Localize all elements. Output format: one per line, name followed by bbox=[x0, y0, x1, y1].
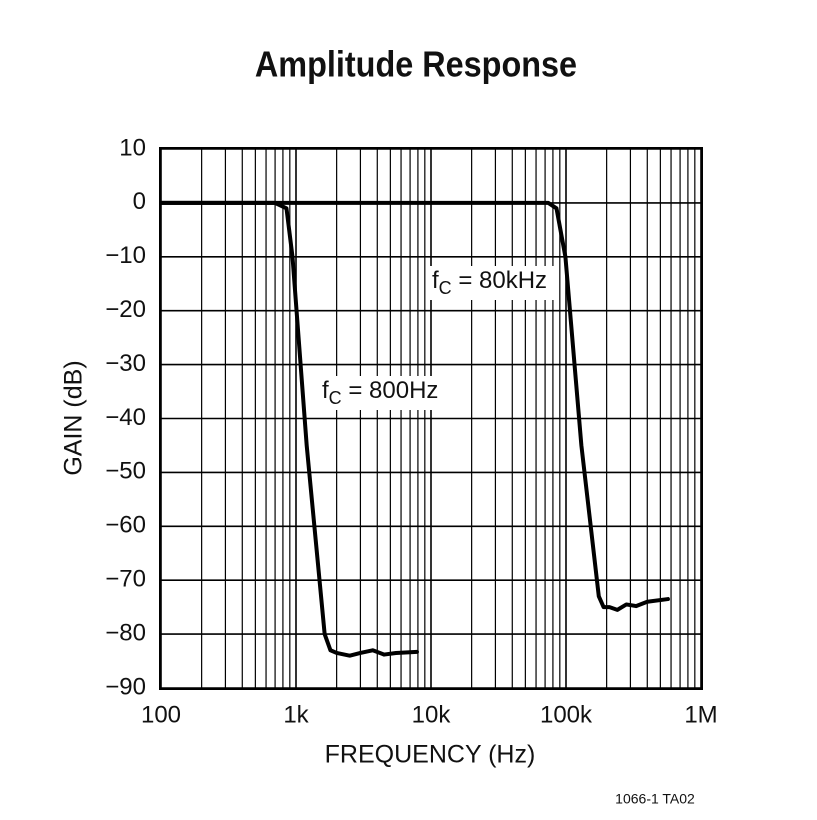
annotation-text: fC = 800Hz bbox=[322, 377, 438, 407]
y-tick-label: −40 bbox=[105, 404, 146, 431]
y-tick-label: −30 bbox=[105, 350, 146, 377]
y-tick-label: −90 bbox=[105, 673, 146, 700]
annotation-text: fC = 80kHz bbox=[432, 267, 547, 297]
data-line bbox=[159, 200, 419, 658]
annotation-background bbox=[428, 266, 554, 300]
annotation-background bbox=[318, 376, 444, 410]
annotation-subscript: C bbox=[329, 388, 342, 408]
y-tick-label: 0 bbox=[133, 188, 146, 215]
annotation-suffix: = 80kHz bbox=[452, 267, 547, 294]
x-axis-label: FREQUENCY (Hz) bbox=[325, 741, 536, 769]
x-tick-label: 1M bbox=[684, 701, 717, 728]
plot-frame bbox=[159, 147, 703, 690]
y-tick-label: −10 bbox=[105, 242, 146, 269]
annotation: fC = 80kHz bbox=[428, 266, 554, 300]
x-tick-label: 100k bbox=[540, 701, 593, 728]
y-tick-label: −80 bbox=[105, 619, 146, 646]
x-tick-label: 100 bbox=[141, 701, 181, 728]
lines bbox=[159, 200, 670, 658]
y-tick-label: −60 bbox=[105, 512, 146, 539]
annotation-prefix: f bbox=[322, 377, 329, 404]
x-tick-label: 1k bbox=[283, 701, 309, 728]
footnote: 1066-1 TA02 bbox=[615, 791, 695, 807]
annotation: fC = 800Hz bbox=[318, 376, 444, 410]
annotation-subscript: C bbox=[439, 278, 452, 298]
y-tick-label: −70 bbox=[105, 566, 146, 593]
x-tick-label: 10k bbox=[412, 701, 452, 728]
y-tick-label: −50 bbox=[105, 458, 146, 485]
annotation-prefix: f bbox=[432, 267, 439, 294]
y-tick-label: 10 bbox=[119, 134, 146, 161]
y-tick-label: −20 bbox=[105, 296, 146, 323]
y-axis-label: GAIN (dB) bbox=[60, 360, 88, 475]
annotation-suffix: = 800Hz bbox=[342, 377, 439, 404]
data-line bbox=[159, 200, 670, 612]
chart-title: Amplitude Response bbox=[255, 45, 577, 85]
